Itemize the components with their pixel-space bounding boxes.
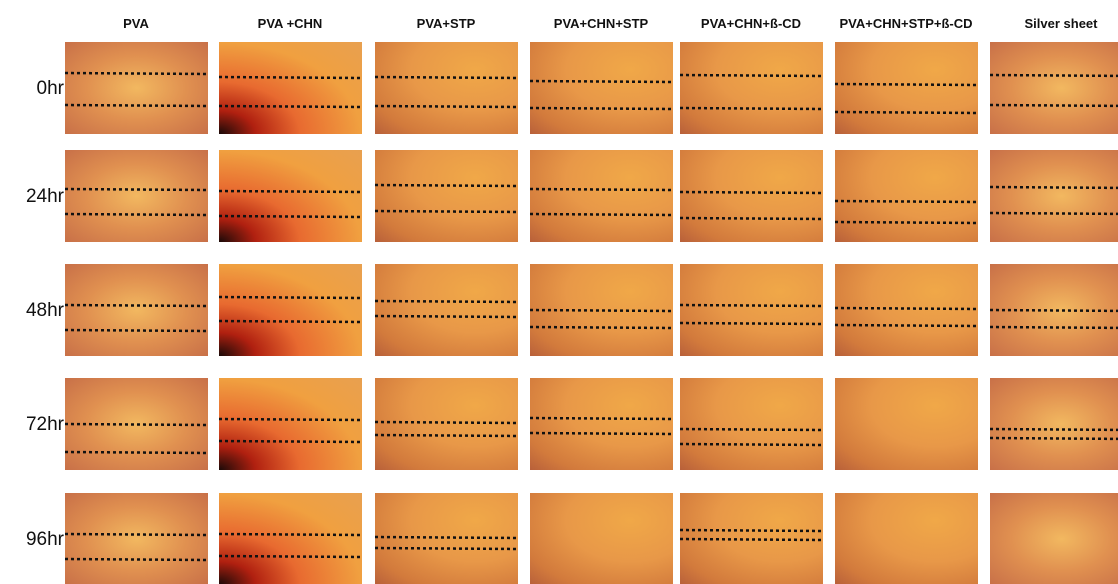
micrograph	[990, 378, 1118, 470]
micrograph	[680, 378, 823, 470]
micrograph	[530, 150, 673, 242]
micrograph	[680, 150, 823, 242]
micrograph	[530, 493, 673, 584]
micrograph	[375, 42, 518, 134]
micrograph	[530, 264, 673, 356]
row-label: 72hr	[8, 414, 64, 436]
column-header: PVA	[51, 16, 221, 31]
micrograph	[990, 264, 1118, 356]
micrograph	[219, 264, 362, 356]
micrograph	[375, 264, 518, 356]
row-label: 96hr	[8, 529, 64, 551]
micrograph	[65, 264, 208, 356]
micrograph	[65, 378, 208, 470]
micrograph	[375, 493, 518, 584]
column-header: PVA +CHN	[205, 16, 375, 31]
column-header: PVA+CHN+STP+ß-CD	[821, 16, 991, 31]
row-label: 24hr	[8, 186, 64, 208]
micrograph	[65, 150, 208, 242]
micrograph	[835, 493, 978, 584]
micrograph	[530, 378, 673, 470]
micrograph	[990, 150, 1118, 242]
micrograph	[219, 378, 362, 470]
micrograph	[219, 42, 362, 134]
micrograph	[990, 493, 1118, 584]
column-header: PVA+CHN+ß-CD	[666, 16, 836, 31]
micrograph	[65, 42, 208, 134]
column-header: PVA+CHN+STP	[516, 16, 686, 31]
row-label: 0hr	[8, 78, 64, 100]
micrograph	[835, 378, 978, 470]
micrograph	[835, 42, 978, 134]
micrograph	[530, 42, 673, 134]
micrograph	[375, 150, 518, 242]
micrograph	[680, 264, 823, 356]
micrograph	[219, 150, 362, 242]
column-header: Silver sheet	[976, 16, 1118, 31]
micrograph	[835, 150, 978, 242]
row-label: 48hr	[8, 300, 64, 322]
micrograph	[65, 493, 208, 584]
column-header: PVA+STP	[361, 16, 531, 31]
micrograph	[990, 42, 1118, 134]
figure: PVAPVA +CHNPVA+STPPVA+CHN+STPPVA+CHN+ß-C…	[0, 0, 1118, 584]
micrograph	[680, 42, 823, 134]
micrograph	[680, 493, 823, 584]
micrograph	[835, 264, 978, 356]
micrograph	[219, 493, 362, 584]
micrograph	[375, 378, 518, 470]
